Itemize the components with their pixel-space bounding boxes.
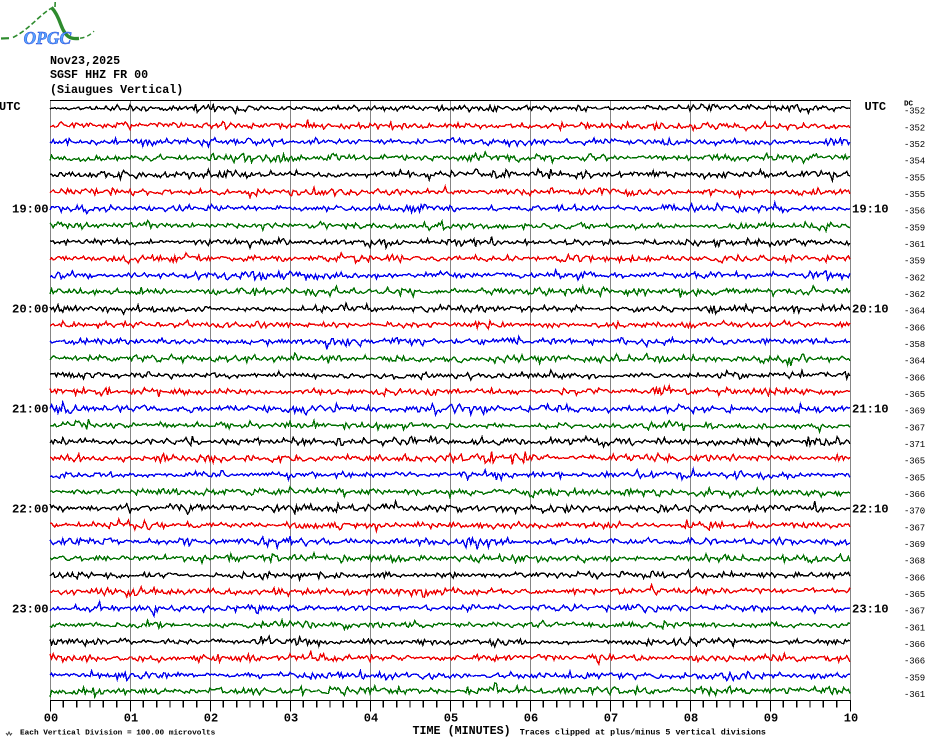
svg-text:(Siaugues Vertical): (Siaugues Vertical) — [50, 83, 183, 97]
svg-text:23:00: 23:00 — [12, 603, 49, 617]
svg-text:TIME (MINUTES): TIME (MINUTES) — [413, 724, 511, 738]
svg-text:-367: -367 — [904, 423, 925, 433]
svg-text:-367: -367 — [904, 523, 925, 533]
svg-text:Each Vertical Division = 100.: Each Vertical Division = 100.00 microvol… — [20, 729, 216, 737]
svg-text:-361: -361 — [904, 240, 925, 250]
svg-text:22:10: 22:10 — [852, 503, 889, 517]
svg-text:-352: -352 — [904, 107, 925, 117]
svg-text:02: 02 — [204, 712, 218, 726]
svg-text:-365: -365 — [904, 473, 925, 483]
svg-text:07: 07 — [604, 712, 618, 726]
svg-text:-358: -358 — [904, 340, 925, 350]
svg-text:-364: -364 — [904, 357, 925, 367]
svg-text:09: 09 — [764, 712, 778, 726]
svg-text:DC: DC — [904, 100, 914, 108]
svg-text:01: 01 — [124, 712, 138, 726]
svg-text:Traces clipped at plus/minus 5: Traces clipped at plus/minus 5 vertical … — [520, 727, 766, 737]
svg-text:-352: -352 — [904, 140, 925, 150]
svg-text:22:00: 22:00 — [12, 503, 49, 517]
svg-text:19:00: 19:00 — [12, 203, 49, 217]
svg-text:UTC: UTC — [865, 100, 887, 114]
svg-text:-365: -365 — [904, 590, 925, 600]
svg-text:-356: -356 — [904, 207, 925, 217]
svg-text:03: 03 — [284, 712, 298, 726]
svg-text:00: 00 — [44, 712, 58, 726]
svg-text:20:10: 20:10 — [852, 303, 889, 317]
svg-text:21:10: 21:10 — [852, 403, 889, 417]
svg-text:-359: -359 — [904, 673, 925, 683]
svg-text:19:10: 19:10 — [852, 203, 889, 217]
svg-text:-354: -354 — [904, 157, 925, 167]
svg-text:-366: -366 — [904, 640, 925, 650]
svg-text:-369: -369 — [904, 540, 925, 550]
svg-text:-355: -355 — [904, 173, 925, 183]
svg-text:-359: -359 — [904, 223, 925, 233]
svg-text:OPGC: OPGC — [24, 28, 72, 48]
svg-text:-365: -365 — [904, 457, 925, 467]
svg-text:-371: -371 — [904, 440, 925, 450]
svg-text:20:00: 20:00 — [12, 303, 49, 317]
svg-text:23:10: 23:10 — [852, 603, 889, 617]
svg-text:-355: -355 — [904, 190, 925, 200]
svg-text:-370: -370 — [904, 507, 925, 517]
svg-text:06: 06 — [524, 712, 538, 726]
svg-text:10: 10 — [844, 712, 858, 726]
svg-text:-359: -359 — [904, 257, 925, 267]
svg-text:21:00: 21:00 — [12, 403, 49, 417]
svg-text:-362: -362 — [904, 273, 925, 283]
svg-text:-362: -362 — [904, 290, 925, 300]
svg-text:-364: -364 — [904, 307, 925, 317]
svg-text:-352: -352 — [904, 123, 925, 133]
svg-text:-366: -366 — [904, 573, 925, 583]
svg-text:SGSF HHZ FR 00: SGSF HHZ FR 00 — [50, 68, 148, 82]
svg-text:-361: -361 — [904, 623, 925, 633]
svg-text:-369: -369 — [904, 407, 925, 417]
svg-text:UTC: UTC — [0, 100, 21, 114]
svg-text:-366: -366 — [904, 323, 925, 333]
svg-text:-366: -366 — [904, 657, 925, 667]
svg-text:-367: -367 — [904, 607, 925, 617]
svg-text:-365: -365 — [904, 390, 925, 400]
svg-text:04: 04 — [364, 712, 378, 726]
svg-text:08: 08 — [684, 712, 698, 726]
svg-text:-366: -366 — [904, 373, 925, 383]
svg-text:-361: -361 — [904, 690, 925, 700]
svg-text:-368: -368 — [904, 557, 925, 567]
svg-text:Nov23,2025: Nov23,2025 — [50, 54, 120, 68]
svg-text:-366: -366 — [904, 490, 925, 500]
svg-text:05: 05 — [444, 712, 458, 726]
